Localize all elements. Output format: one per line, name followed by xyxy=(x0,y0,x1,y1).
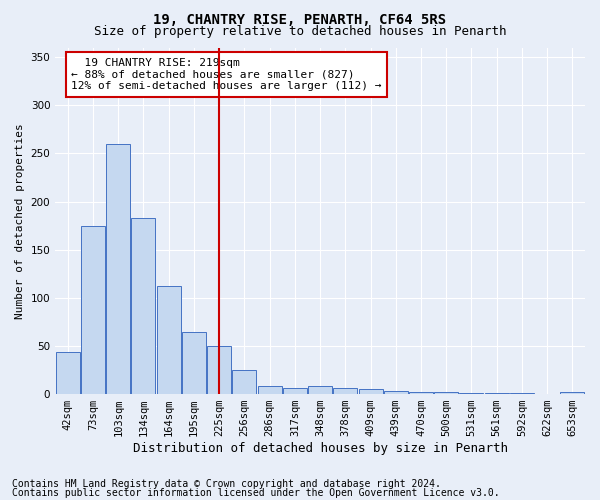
Text: Contains public sector information licensed under the Open Government Licence v3: Contains public sector information licen… xyxy=(12,488,500,498)
Bar xyxy=(359,390,383,394)
Bar xyxy=(257,386,281,394)
Bar xyxy=(409,392,433,394)
Bar xyxy=(308,386,332,394)
Bar xyxy=(334,388,357,394)
Bar xyxy=(131,218,155,394)
Bar xyxy=(510,393,534,394)
Bar xyxy=(56,352,80,394)
Bar xyxy=(81,226,105,394)
Text: Size of property relative to detached houses in Penarth: Size of property relative to detached ho… xyxy=(94,25,506,38)
Bar xyxy=(106,144,130,394)
X-axis label: Distribution of detached houses by size in Penarth: Distribution of detached houses by size … xyxy=(133,442,508,455)
Bar xyxy=(434,392,458,394)
Bar xyxy=(283,388,307,394)
Bar xyxy=(485,393,509,394)
Text: 19, CHANTRY RISE, PENARTH, CF64 5RS: 19, CHANTRY RISE, PENARTH, CF64 5RS xyxy=(154,12,446,26)
Text: 19 CHANTRY RISE: 219sqm  
← 88% of detached houses are smaller (827)
12% of semi: 19 CHANTRY RISE: 219sqm ← 88% of detache… xyxy=(71,58,382,91)
Bar xyxy=(182,332,206,394)
Bar xyxy=(560,392,584,394)
Bar xyxy=(232,370,256,394)
Text: Contains HM Land Registry data © Crown copyright and database right 2024.: Contains HM Land Registry data © Crown c… xyxy=(12,479,441,489)
Bar xyxy=(157,286,181,394)
Bar xyxy=(460,393,484,394)
Y-axis label: Number of detached properties: Number of detached properties xyxy=(15,123,25,318)
Bar xyxy=(207,346,231,394)
Bar xyxy=(384,391,408,394)
